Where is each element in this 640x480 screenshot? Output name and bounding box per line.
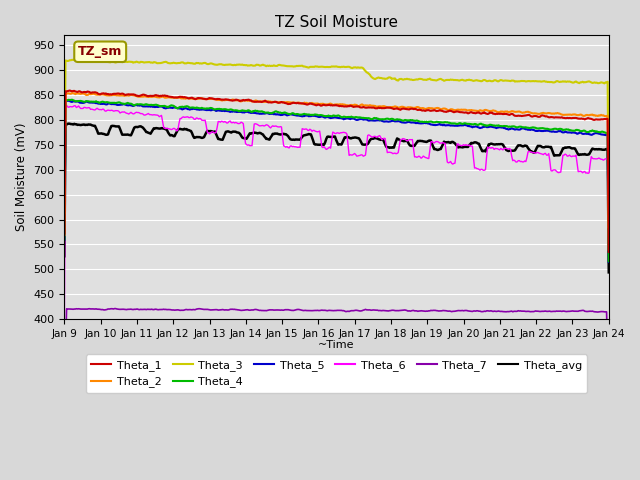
Theta_5: [593, 131, 600, 136]
Text: TZ_sm: TZ_sm: [78, 45, 122, 58]
Theta_1: [386, 105, 394, 111]
Line: Theta_7: Theta_7: [65, 309, 609, 395]
Theta_6: [593, 156, 600, 162]
Theta_5: [323, 114, 331, 120]
Theta_4: [605, 258, 612, 264]
Line: Theta_2: Theta_2: [65, 93, 609, 250]
Theta_4: [323, 113, 331, 119]
Theta_6: [323, 146, 331, 152]
Line: Theta_avg: Theta_avg: [65, 124, 609, 272]
Theta_3: [323, 64, 331, 70]
Theta_1: [66, 88, 74, 94]
Theta_4: [320, 113, 328, 119]
X-axis label: ~Time: ~Time: [318, 340, 355, 350]
Theta_1: [356, 105, 364, 110]
Theta_7: [386, 308, 394, 313]
Theta_2: [68, 90, 76, 96]
Theta_7: [323, 308, 331, 313]
Theta_5: [356, 116, 364, 122]
Theta_5: [61, 237, 68, 243]
Theta_avg: [323, 134, 331, 140]
Theta_7: [593, 309, 600, 315]
Line: Theta_5: Theta_5: [65, 101, 609, 262]
Theta_1: [320, 102, 328, 108]
Theta_3: [61, 210, 68, 216]
Theta_3: [320, 64, 328, 70]
Theta_2: [356, 103, 364, 108]
Theta_avg: [65, 121, 72, 127]
Theta_2: [320, 102, 328, 108]
Theta_2: [386, 104, 394, 110]
Theta_1: [61, 230, 68, 236]
Theta_6: [605, 156, 612, 161]
Theta_7: [61, 390, 68, 396]
Theta_6: [61, 310, 68, 315]
Theta_5: [386, 119, 394, 124]
Theta_4: [68, 97, 76, 103]
Line: Theta_1: Theta_1: [65, 91, 609, 252]
Theta_1: [593, 117, 600, 122]
Theta_3: [70, 57, 78, 62]
Y-axis label: Soil Moisture (mV): Soil Moisture (mV): [15, 123, 28, 231]
Theta_avg: [356, 137, 364, 143]
Theta_1: [605, 249, 612, 255]
Theta_5: [508, 125, 515, 131]
Theta_3: [593, 80, 600, 85]
Line: Theta_6: Theta_6: [65, 106, 609, 312]
Theta_avg: [605, 269, 612, 275]
Line: Theta_4: Theta_4: [65, 100, 609, 261]
Theta_2: [61, 232, 68, 238]
Theta_avg: [508, 148, 515, 154]
Theta_avg: [386, 145, 394, 151]
Theta_7: [356, 308, 364, 314]
Theta_avg: [593, 146, 600, 152]
Theta_4: [386, 117, 394, 122]
Theta_6: [356, 153, 364, 158]
Theta_6: [320, 144, 328, 150]
Theta_2: [323, 101, 331, 107]
Theta_5: [605, 259, 612, 265]
Theta_4: [61, 237, 68, 242]
Theta_6: [508, 153, 515, 159]
Theta_7: [111, 306, 118, 312]
Theta_2: [508, 108, 515, 114]
Theta_7: [508, 308, 515, 314]
Theta_4: [356, 115, 364, 120]
Theta_5: [320, 114, 328, 120]
Theta_avg: [320, 142, 328, 147]
Theta_7: [605, 392, 612, 397]
Line: Theta_3: Theta_3: [65, 60, 609, 228]
Theta_2: [605, 247, 612, 252]
Theta_7: [320, 307, 328, 313]
Theta_4: [593, 129, 600, 134]
Theta_1: [508, 111, 515, 117]
Legend: Theta_1, Theta_2, Theta_3, Theta_4, Theta_5, Theta_6, Theta_7, Theta_avg: Theta_1, Theta_2, Theta_3, Theta_4, Thet…: [86, 354, 588, 393]
Title: TZ Soil Moisture: TZ Soil Moisture: [275, 15, 398, 30]
Theta_3: [356, 65, 364, 71]
Theta_5: [63, 98, 70, 104]
Theta_avg: [61, 253, 68, 259]
Theta_6: [386, 149, 394, 155]
Theta_3: [508, 78, 515, 84]
Theta_3: [386, 74, 394, 80]
Theta_1: [323, 102, 331, 108]
Theta_2: [593, 113, 600, 119]
Theta_6: [63, 103, 70, 108]
Theta_3: [605, 225, 612, 230]
Theta_4: [508, 123, 515, 129]
